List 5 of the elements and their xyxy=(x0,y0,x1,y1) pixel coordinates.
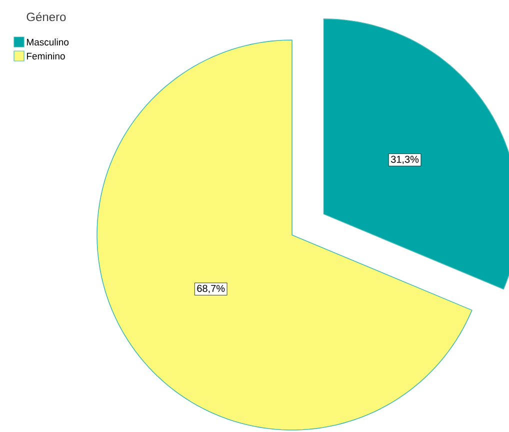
legend-title: Género xyxy=(26,12,66,22)
data-label: 68,7% xyxy=(197,284,225,294)
data-label: 31,3% xyxy=(390,156,419,164)
legend-label: Masculino xyxy=(26,38,69,46)
legend-label: Feminino xyxy=(26,52,65,60)
